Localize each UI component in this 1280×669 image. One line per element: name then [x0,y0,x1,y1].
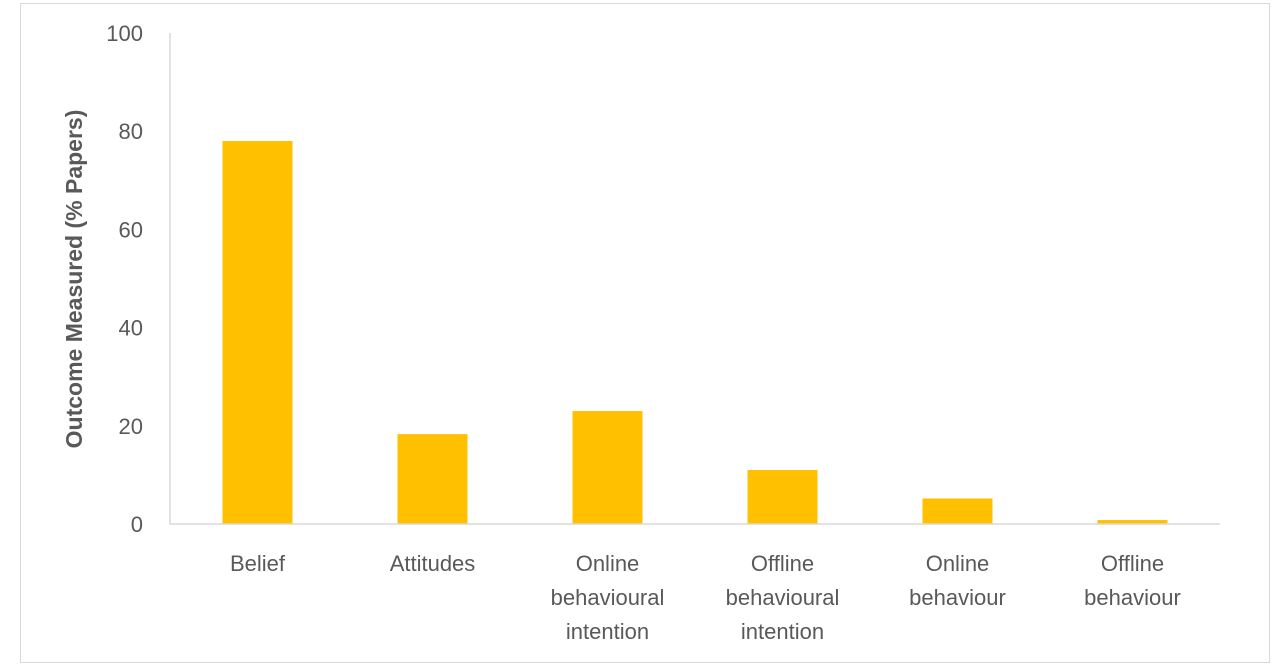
x-category-label-line: Attitudes [390,551,476,576]
y-axis-title: Outcome Measured (% Papers) [61,110,87,449]
x-category-label-line: Offline [751,551,814,576]
bar [222,141,293,524]
x-category-label: Belief [230,551,286,576]
bar [397,434,468,524]
y-tick-label: 100 [106,21,143,46]
x-category-label: Online behavioural intention [551,551,665,644]
bar [1097,520,1168,524]
x-category-label: Online behaviour [909,551,1006,610]
x-category-label-line: behavioural [726,585,840,610]
x-category-label: Offline behaviour [1084,551,1181,610]
bar [572,411,643,524]
y-tick-label: 20 [119,414,143,439]
y-tick-label: 0 [131,512,143,537]
y-axis: 0 20 40 60 80 100 [106,21,171,537]
x-category-label-line: Belief [230,551,286,576]
bar [747,469,818,524]
x-category-label: Offline behavioural intention [726,551,840,644]
x-category-label-line: Online [926,551,990,576]
bars [222,141,1168,524]
bar [922,498,993,524]
x-category-label-line: Online [576,551,640,576]
y-tick-label: 40 [119,316,143,341]
x-category-label-line: intention [741,619,824,644]
x-category-label-line: behavioural [551,585,665,610]
x-category-label-line: behaviour [909,585,1006,610]
x-category-label-line: Offline [1101,551,1164,576]
y-tick-label: 60 [119,217,143,242]
x-axis: Belief Attitudes Online behavioural intentio… [170,523,1220,644]
y-tick-label: 80 [119,119,143,144]
x-category-label: Attitudes [390,551,476,576]
x-category-label-line: behaviour [1084,585,1181,610]
x-category-label-line: intention [566,619,649,644]
